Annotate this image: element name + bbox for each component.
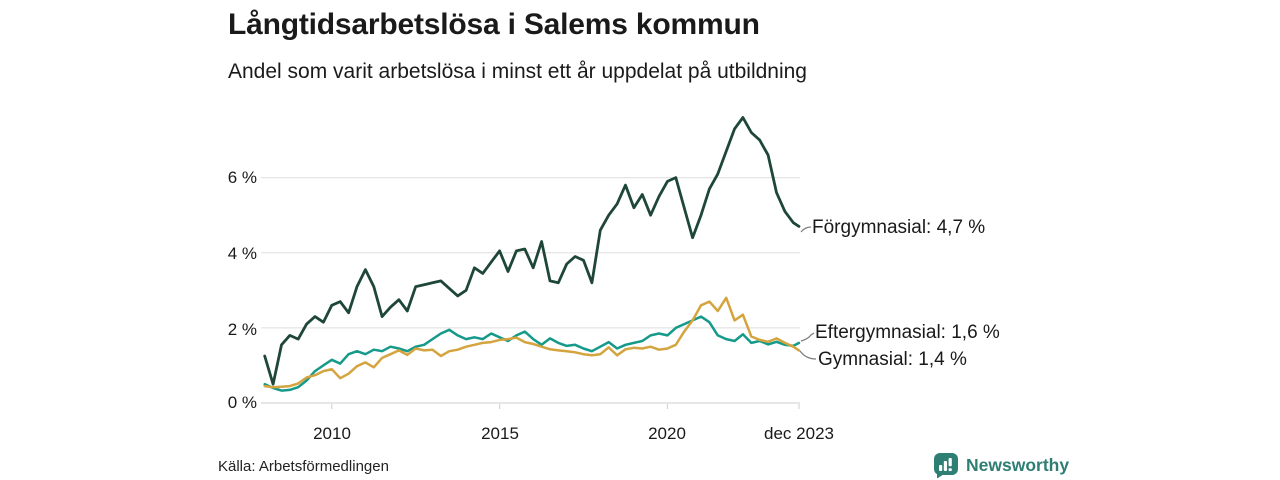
x-axis-label-dec-2023: dec 2023 xyxy=(764,424,834,443)
line-gymnasial xyxy=(263,296,801,389)
gridlines xyxy=(261,176,800,404)
source-note: Källa: Arbetsförmedlingen xyxy=(218,458,389,475)
x-axis-label-2015: 2015 xyxy=(481,424,519,443)
y-axis-label-0: 0 % xyxy=(227,393,257,412)
page-title: Långtidsarbetslösa i Salems kommun xyxy=(228,8,760,41)
series-annotation-eftergymnasial: Eftergymnasial: 1,6 % xyxy=(815,322,1000,343)
connector-eftergymnasial xyxy=(800,332,815,342)
connector-gymnasial xyxy=(799,350,817,360)
series-annotation-gymnasial: Gymnasial: 1,4 % xyxy=(818,349,967,370)
brand-logo: Newsworthy xyxy=(933,452,1069,479)
page-subtitle: Andel som varit arbetslösa i minst ett å… xyxy=(228,60,807,83)
axis-tick-marks xyxy=(331,404,800,409)
newsworthy-icon xyxy=(934,453,958,479)
series-annotation-forgymnasial: Förgymnasial: 4,7 % xyxy=(812,217,986,238)
annotation-connectors xyxy=(799,226,817,360)
brand-name: Newsworthy xyxy=(966,455,1070,475)
y-axis-label-4: 4 % xyxy=(227,244,257,263)
y-axis-label-2: 2 % xyxy=(227,320,257,339)
x-axis-label-2010: 2010 xyxy=(313,424,351,443)
x-axis-label-2020: 2020 xyxy=(648,424,686,443)
y-axis-label-6: 6 % xyxy=(227,168,257,187)
line-frgymnasial xyxy=(263,116,801,386)
connector-forgymnasial xyxy=(800,226,812,233)
line-eftergymnasial xyxy=(263,315,801,392)
chart-series-lines xyxy=(263,116,801,392)
